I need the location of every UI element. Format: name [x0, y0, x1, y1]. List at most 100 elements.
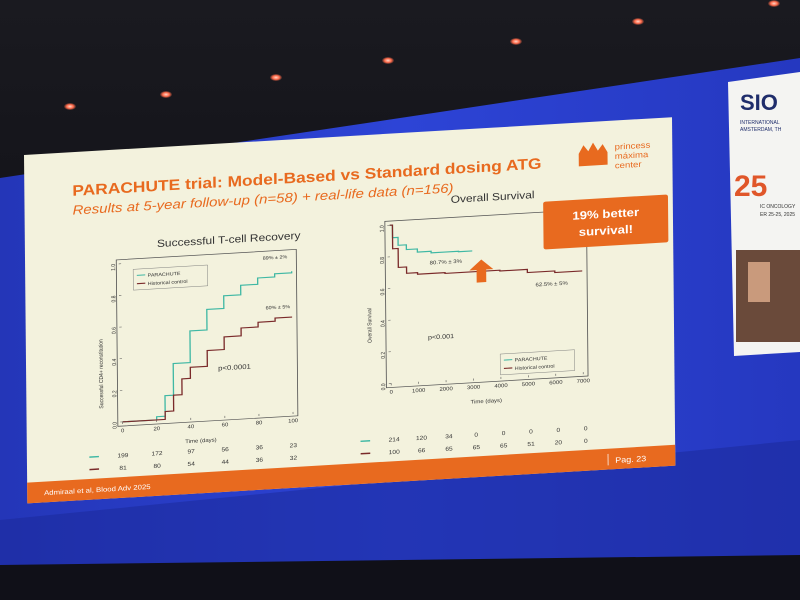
risk-row-swatch [360, 440, 371, 443]
x-tick-label: 100 [288, 418, 298, 424]
right-xlabel: Time (days) [471, 398, 503, 405]
poster-line: ER 25-25, 2025 [760, 212, 795, 218]
risk-table-cell: 36 [256, 444, 264, 451]
slide: PARACHUTE trial: Model-Based vs Standard… [24, 117, 676, 504]
risk-table-cell: 214 [389, 436, 401, 443]
risk-table-cell: 65 [445, 446, 453, 453]
logo-line: princess [615, 140, 651, 151]
x-tick-label: 0 [390, 390, 393, 396]
risk-table-cell: 36 [256, 457, 264, 464]
y-tick-label: 1.0 [379, 225, 385, 232]
ceiling-light [510, 38, 522, 45]
ceiling-light [160, 91, 172, 98]
x-tick-label: 7000 [577, 378, 590, 384]
left-legend [132, 264, 209, 291]
logo-line: máxima [615, 150, 649, 161]
up-arrow-icon [469, 259, 494, 283]
series-line-parachute [389, 224, 473, 254]
crown-icon [578, 142, 608, 167]
right-plot-frame [384, 209, 589, 389]
x-tick-label: 6000 [549, 380, 562, 386]
poster-line: AMSTERDAM, TH [740, 127, 782, 133]
right-chart-title: Overall Survival [451, 190, 535, 206]
ceiling-light [270, 74, 282, 81]
right-risk-table: 214 120 34 0 0 0 0 0 100 66 65 65 65 51 20 0 [360, 425, 588, 456]
right-ylabel: Overall Survival [367, 308, 374, 343]
x-tick-label: 1000 [412, 388, 425, 394]
risk-table-cell: 51 [527, 441, 535, 448]
risk-table-cell: 34 [445, 433, 453, 440]
risk-table-cell: 0 [529, 429, 533, 436]
y-tick-label: 0.2 [381, 352, 387, 359]
slide-footer [27, 444, 676, 504]
risk-table-cell: 0 [502, 430, 506, 437]
poster-photo-person [748, 262, 770, 302]
right-plot-area: 0 1000 2000 3000 4000 5000 6000 7000 0.0 0.2 0.4 0.… [379, 224, 590, 396]
right-legend [499, 349, 576, 376]
risk-table-cell: 97 [187, 448, 195, 455]
footer-page: Pag. 23 [615, 454, 646, 465]
risk-table-cell: 80 [153, 463, 161, 470]
x-tick-label: 3000 [467, 385, 480, 391]
risk-table-cell: 32 [290, 455, 298, 462]
poster-line: INTERNATIONAL [740, 120, 780, 126]
risk-table-cell: 120 [416, 435, 428, 442]
legend-label: PARACHUTE [515, 356, 549, 364]
left-annotation-top: 89% ± 2% [263, 255, 288, 262]
risk-row-swatch [89, 468, 100, 471]
legend-label: Historical control [515, 364, 555, 372]
risk-table-cell: 65 [500, 443, 508, 450]
right-annotation-top: 80.7% ± 3% [430, 259, 462, 266]
x-tick-label: 0 [121, 428, 124, 434]
x-tick-label: 5000 [522, 382, 535, 388]
ceiling-light [382, 57, 394, 64]
y-tick-label: 0.8 [111, 295, 117, 302]
risk-table-cell: 0 [474, 432, 478, 439]
left-pvalue: p<0.0001 [218, 362, 251, 372]
logo-line: center [615, 159, 642, 170]
left-xlabel: Time (days) [185, 438, 217, 445]
ceiling-light [632, 18, 644, 25]
y-tick-label: 1.0 [111, 264, 117, 271]
poster-line: IC ONCOLOGY [760, 204, 796, 210]
x-tick-label: 40 [188, 424, 195, 430]
y-tick-label: 0.0 [381, 383, 387, 390]
risk-row-swatch [89, 455, 99, 458]
series-line-parachute [122, 271, 293, 423]
y-tick-label: 0.4 [112, 359, 118, 366]
risk-table-cell: 172 [151, 450, 163, 457]
survival-callout: 19% better survival! [543, 194, 669, 250]
risk-table-cell: 56 [221, 446, 229, 453]
left-annotation-bottom: 60% ± 5% [266, 304, 291, 311]
risk-table-cell: 0 [556, 427, 560, 434]
poster-year: 25 [734, 170, 767, 203]
risk-table-cell: 66 [418, 447, 426, 454]
y-tick-label: 0.6 [380, 288, 386, 295]
left-plot-area: 0 20 40 60 80 100 0.0 0.2 0.4 0.6 0.8 1.0 [111, 263, 298, 434]
callout-line2: survival! [579, 223, 633, 239]
series-line-historical [389, 224, 583, 275]
x-tick-label: 60 [222, 422, 229, 428]
risk-table-cell: 100 [389, 449, 401, 456]
x-tick-label: 80 [256, 420, 263, 426]
princess-maxima-logo: princess máxima center [578, 140, 651, 170]
left-plot-frame [115, 249, 299, 427]
y-tick-label: 0.8 [380, 257, 386, 264]
risk-table-cell: 54 [188, 461, 196, 468]
side-poster: SIO INTERNATIONAL AMSTERDAM, TH 25 IC ON… [728, 72, 800, 356]
risk-table-cell: 23 [290, 442, 298, 449]
poster-logo-text: SIO [740, 90, 778, 115]
risk-table-cell: 199 [117, 452, 129, 459]
right-pvalue: p<0.001 [428, 333, 455, 341]
risk-table-cell: 0 [584, 438, 588, 445]
ceiling-light [768, 0, 780, 7]
risk-row-swatch [360, 452, 371, 455]
risk-table-cell: 65 [473, 444, 481, 451]
right-annotation-bottom: 62.5% ± 5% [536, 281, 568, 288]
y-tick-label: 0.4 [380, 320, 386, 327]
x-tick-label: 4000 [494, 383, 507, 389]
y-tick-label: 0.6 [111, 327, 117, 334]
risk-table-cell: 20 [555, 439, 563, 446]
floor-shadow [0, 555, 800, 600]
